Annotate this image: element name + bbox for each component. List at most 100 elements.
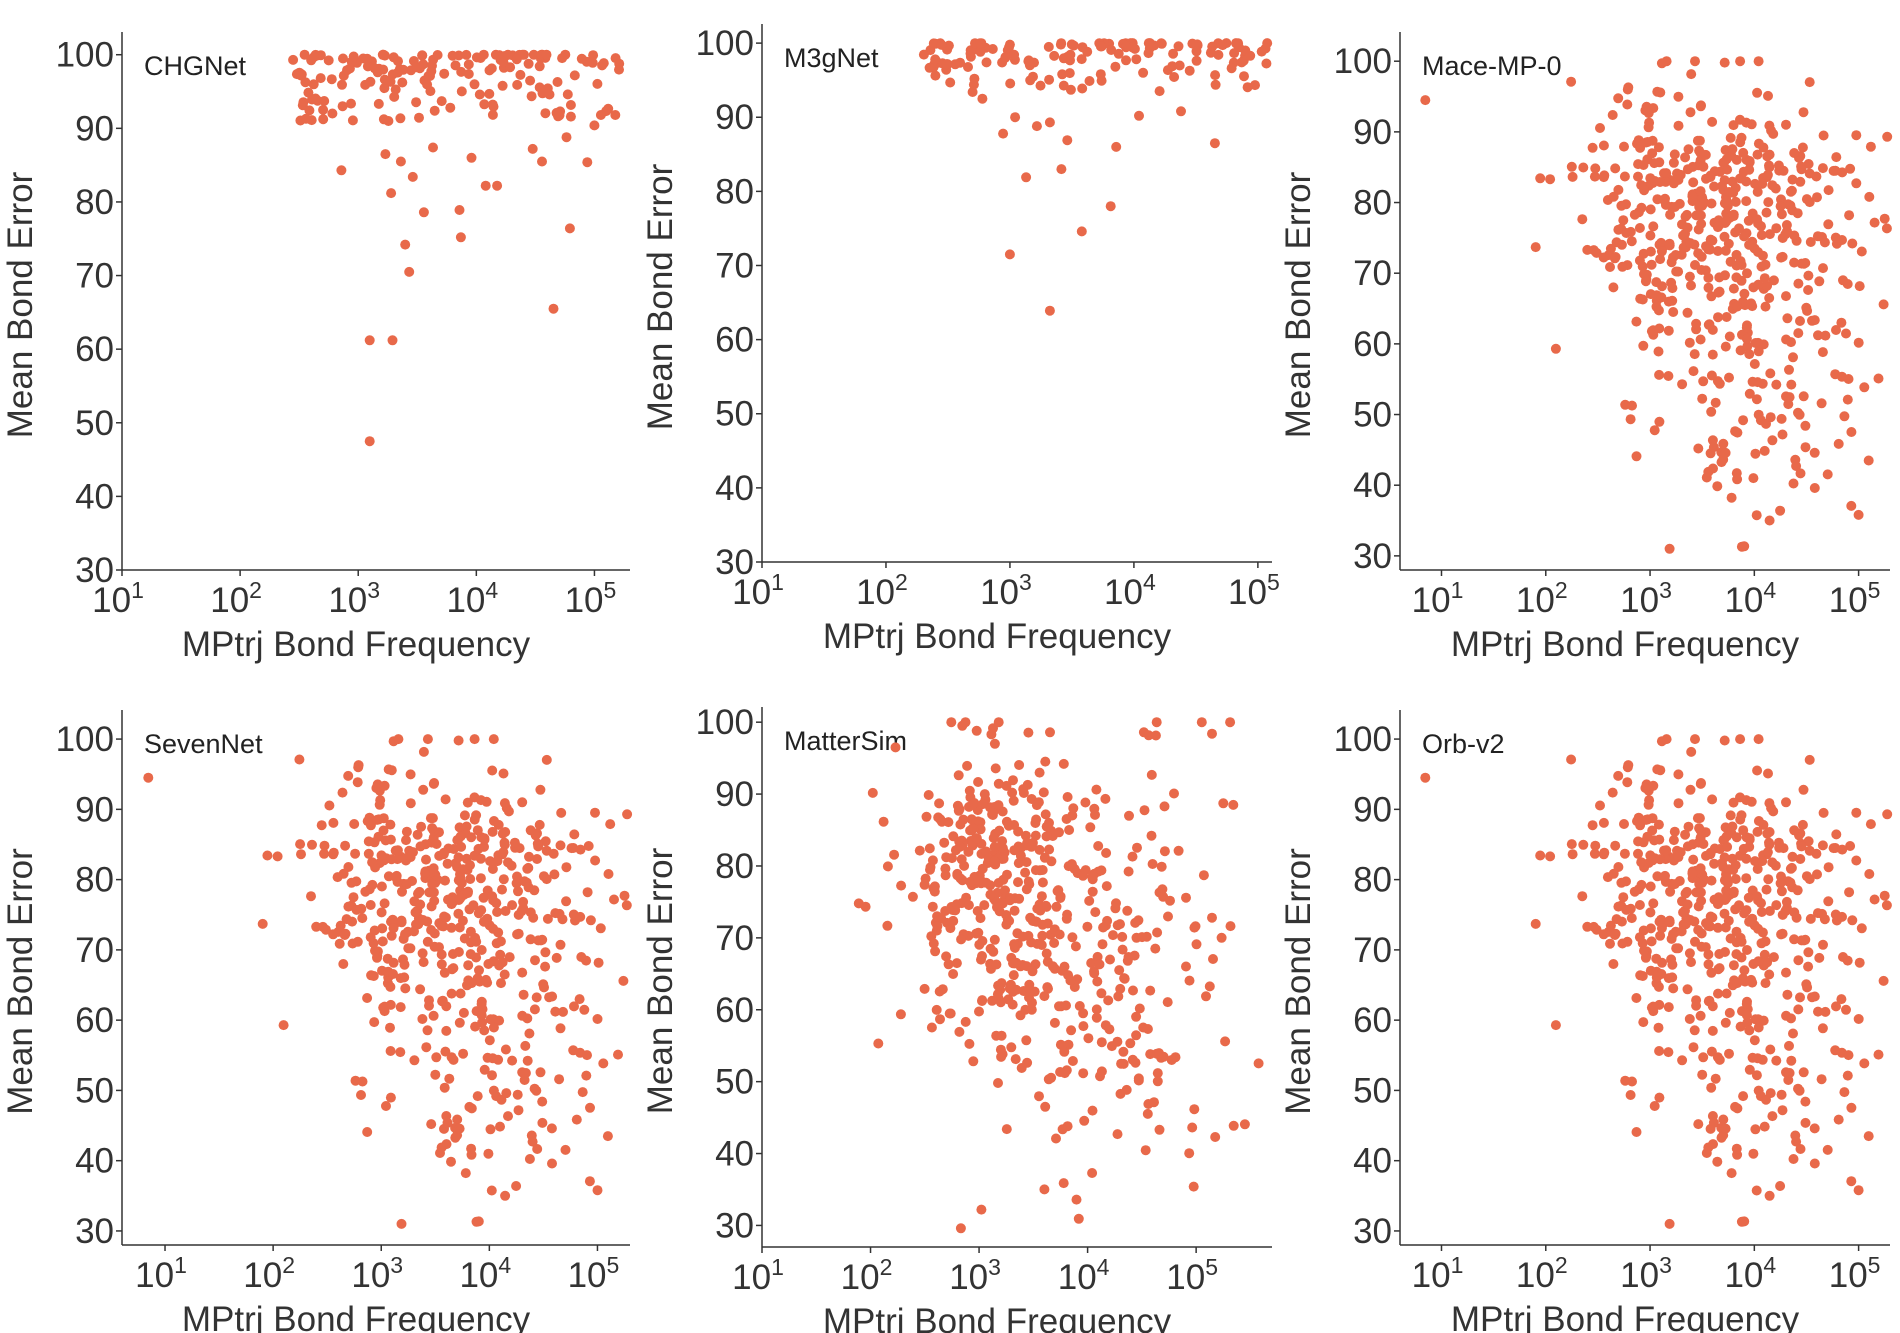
data-point <box>551 107 562 118</box>
data-point <box>386 765 397 776</box>
data-point <box>1639 945 1649 956</box>
data-point <box>1420 95 1431 106</box>
data-point <box>1681 209 1692 220</box>
data-point <box>1684 1014 1695 1024</box>
data-point <box>1741 322 1752 333</box>
data-point <box>1649 1101 1660 1111</box>
data-point <box>979 789 990 800</box>
data-point <box>440 875 450 886</box>
data-point <box>952 870 963 881</box>
data-point <box>1250 80 1260 91</box>
data-point <box>1663 371 1674 381</box>
data-point <box>1768 806 1779 817</box>
data-point <box>1798 1067 1809 1078</box>
data-point <box>1629 886 1640 897</box>
data-point <box>930 70 941 81</box>
data-point <box>1111 898 1121 909</box>
data-point <box>326 74 337 85</box>
data-point <box>1124 810 1134 821</box>
data-point <box>1786 1055 1797 1066</box>
data-point <box>1535 173 1546 184</box>
data-point <box>1822 469 1833 480</box>
data-point <box>461 49 472 60</box>
data-point <box>1720 1017 1731 1028</box>
data-point <box>494 1015 505 1026</box>
data-point <box>1121 55 1131 66</box>
data-point <box>1638 340 1649 351</box>
data-point <box>969 73 980 84</box>
data-point <box>1744 834 1755 845</box>
data-point <box>564 223 575 234</box>
data-point <box>1703 949 1714 960</box>
data-point <box>517 797 528 808</box>
data-point <box>473 843 484 854</box>
points <box>1420 734 1893 1229</box>
data-point <box>442 1117 453 1128</box>
data-point <box>455 872 466 883</box>
data-point <box>1764 515 1775 526</box>
data-point <box>1753 816 1764 826</box>
data-point <box>934 986 945 997</box>
data-point <box>1731 1143 1742 1154</box>
data-point <box>1037 930 1048 941</box>
data-point <box>1663 325 1674 336</box>
data-point <box>935 1014 945 1025</box>
data-point <box>480 180 491 191</box>
data-point <box>1664 240 1675 251</box>
data-point <box>1838 275 1848 286</box>
data-point <box>1816 398 1827 409</box>
data-point <box>1735 734 1746 745</box>
data-point <box>1739 908 1750 919</box>
data-point <box>520 1040 531 1051</box>
data-point <box>1049 50 1060 61</box>
data-point <box>479 1064 490 1075</box>
data-point <box>1078 1021 1089 1032</box>
data-point <box>873 1038 884 1049</box>
data-point <box>522 863 533 874</box>
data-point <box>1181 892 1191 903</box>
data-point <box>535 784 546 795</box>
data-point <box>1119 973 1130 984</box>
data-point <box>1706 406 1717 417</box>
data-point <box>1610 163 1621 174</box>
data-point <box>621 900 632 911</box>
data-point <box>595 923 606 934</box>
data-point <box>967 87 978 97</box>
data-point <box>960 1016 971 1027</box>
data-point <box>328 849 339 860</box>
data-point <box>1688 366 1699 377</box>
data-point <box>975 46 986 57</box>
data-point <box>1823 862 1834 873</box>
data-point <box>1633 848 1643 859</box>
data-point <box>1748 1148 1759 1159</box>
data-point <box>1706 198 1717 209</box>
data-point <box>533 841 544 852</box>
data-point <box>1707 116 1718 127</box>
data-point <box>1795 316 1805 326</box>
data-point <box>1761 884 1772 895</box>
data-point <box>1695 334 1706 345</box>
data-point <box>1813 1006 1823 1017</box>
data-point <box>1684 948 1695 959</box>
data-point <box>1753 956 1764 967</box>
data-point <box>1201 991 1211 1002</box>
data-point <box>1021 1035 1032 1046</box>
data-point <box>374 799 385 810</box>
x-axis-label: MPtrj Bond Frequency <box>182 1300 531 1333</box>
data-point <box>1749 1035 1760 1046</box>
data-point <box>1038 787 1049 798</box>
data-point <box>503 806 514 817</box>
data-point <box>934 798 945 809</box>
data-point <box>1838 952 1848 962</box>
data-point <box>414 886 425 897</box>
data-point <box>1598 140 1609 151</box>
data-point <box>1664 543 1675 554</box>
x-tick-label: 103 <box>1620 1252 1672 1295</box>
data-point <box>363 848 374 859</box>
data-point <box>1607 787 1618 798</box>
data-point <box>1836 317 1847 328</box>
data-point <box>1752 186 1763 197</box>
data-point <box>299 49 310 60</box>
data-point <box>1759 1121 1770 1132</box>
data-point <box>327 108 338 119</box>
